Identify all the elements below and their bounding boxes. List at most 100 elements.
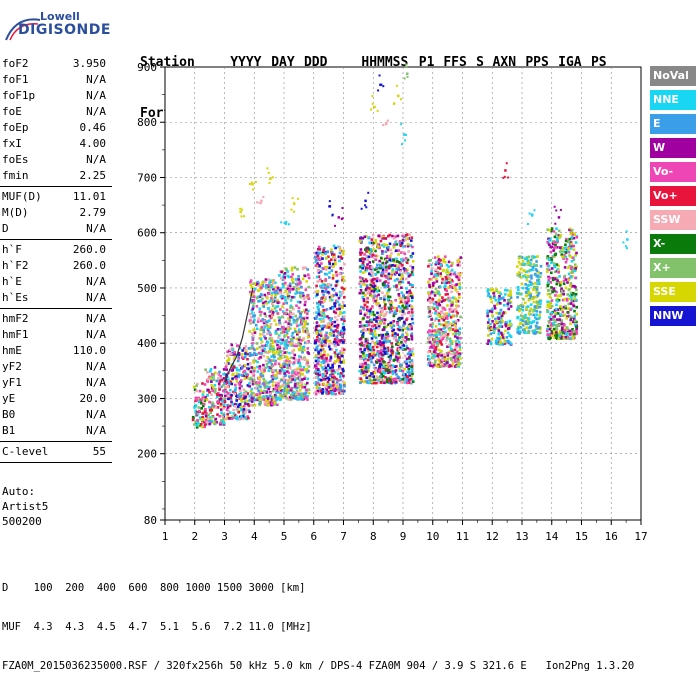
echo-point: [240, 406, 243, 409]
echo-point: [195, 385, 198, 388]
echo-point: [566, 258, 569, 261]
echo-point: [227, 398, 230, 401]
echo-point: [227, 395, 230, 398]
echo-point: [500, 293, 503, 296]
echo-point: [398, 329, 401, 332]
echo-point: [335, 271, 338, 274]
echo-point: [448, 344, 451, 347]
echo-point: [200, 398, 203, 401]
echo-point: [458, 333, 461, 336]
echo-point: [336, 386, 339, 389]
echo-point: [516, 292, 519, 295]
echo-point: [391, 352, 394, 355]
echo-point: [428, 259, 431, 262]
echo-point: [297, 372, 300, 375]
echo-point: [325, 367, 328, 370]
echo-point: [259, 356, 262, 359]
echo-point: [294, 375, 297, 378]
echo-point: [555, 246, 558, 249]
echo-point: [536, 275, 539, 278]
echo-point: [399, 378, 402, 381]
echo-point: [399, 370, 402, 373]
echo-point: [440, 354, 443, 357]
echo-point: [573, 249, 576, 252]
echo-point: [377, 245, 380, 248]
echo-point: [291, 279, 294, 282]
echo-point: [410, 353, 413, 356]
echo-point: [343, 296, 346, 299]
echo-point: [457, 260, 460, 263]
echo-point: [375, 368, 378, 371]
echo-point: [516, 331, 519, 334]
echo-point: [527, 270, 530, 273]
echo-point: [279, 387, 282, 390]
echo-point: [444, 284, 447, 287]
echo-point: [343, 326, 346, 329]
echo-point: [299, 365, 302, 368]
echo-point: [269, 350, 272, 353]
echo-point: [393, 325, 396, 328]
echo-point: [394, 335, 397, 338]
echo-point: [290, 394, 293, 397]
echo-point: [382, 269, 385, 272]
echo-point: [199, 416, 202, 419]
echo-point: [551, 299, 554, 302]
echo-point: [299, 291, 302, 294]
echo-point: [430, 330, 433, 333]
echo-point: [437, 365, 440, 368]
echo-point: [535, 260, 538, 263]
echo-point: [222, 384, 225, 387]
echo-point: [386, 369, 389, 372]
echo-point: [273, 398, 276, 401]
echo-point: [455, 283, 458, 286]
echo-point: [275, 310, 278, 313]
echo-point: [230, 353, 233, 356]
echo-point: [330, 258, 333, 261]
echo-point: [322, 249, 325, 252]
echo-point: [455, 289, 458, 292]
echo-point: [295, 304, 298, 307]
echo-point: [428, 286, 431, 289]
echo-point: [575, 252, 578, 255]
echo-point: [336, 319, 339, 322]
echo-point: [332, 263, 335, 266]
echo-point: [297, 301, 300, 304]
echo-point: [387, 371, 390, 374]
echo-point: [340, 361, 343, 364]
echo-point: [390, 322, 393, 325]
echo-point: [385, 280, 388, 283]
echo-point: [389, 324, 392, 327]
echo-point: [238, 382, 241, 385]
echo-point: [317, 354, 320, 357]
echo-point: [229, 349, 232, 352]
echo-point: [359, 259, 362, 262]
echo-point: [377, 379, 380, 382]
echo-point: [456, 336, 459, 339]
echo-point: [437, 355, 440, 358]
echo-point: [381, 250, 384, 253]
echo-point: [246, 358, 249, 361]
echo-point: [406, 237, 409, 240]
x-tick-label: 13: [515, 530, 528, 543]
echo-point: [367, 321, 370, 324]
echo-point: [568, 289, 571, 292]
echo-point: [509, 291, 512, 294]
echo-point: [318, 374, 321, 377]
echo-point: [502, 312, 505, 315]
echo-point: [285, 334, 288, 337]
echo-point: [408, 338, 411, 341]
echo-point: [488, 339, 491, 342]
echo-point: [389, 354, 392, 357]
echo-point: [325, 370, 328, 373]
echo-point: [374, 300, 377, 303]
echo-point: [342, 341, 345, 344]
echo-point: [251, 388, 254, 391]
echo-point: [217, 377, 220, 380]
echo-point: [379, 279, 382, 282]
echo-point: [455, 315, 458, 318]
echo-point: [565, 251, 568, 254]
echo-point: [498, 312, 501, 315]
echo-point: [283, 370, 286, 373]
echo-point: [226, 363, 229, 366]
echo-point: [276, 351, 279, 354]
